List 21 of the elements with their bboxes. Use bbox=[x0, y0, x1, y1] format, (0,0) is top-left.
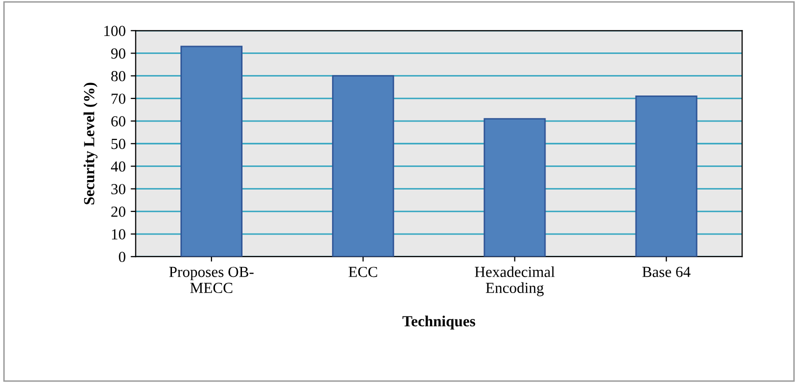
y-tick-label: 100 bbox=[104, 26, 126, 36]
y-tick-label: 80 bbox=[111, 70, 126, 82]
y-tick-label: 70 bbox=[112, 94, 126, 104]
y-tick-label: 60 bbox=[111, 116, 126, 126]
y-tick-label: 30 bbox=[111, 184, 126, 194]
y-tick-label: 0 bbox=[118, 252, 126, 262]
bar bbox=[484, 118, 546, 257]
y-tick-label: 90 bbox=[111, 48, 126, 59]
x-tick-label: Proposes OB- MECC bbox=[169, 266, 254, 294]
x-tick-label: ECC bbox=[348, 266, 378, 278]
bar bbox=[180, 46, 242, 257]
y-tick-label: 20 bbox=[111, 206, 126, 217]
y-axis-title: Security Level (%) bbox=[84, 82, 98, 204]
bar bbox=[635, 95, 698, 257]
bar bbox=[332, 75, 394, 257]
x-tick-label: Base 64 bbox=[642, 266, 690, 278]
y-tick-label: 40 bbox=[110, 161, 126, 172]
y-tick-label: 10 bbox=[112, 229, 126, 240]
x-tick-label: Hexadecimal Encoding bbox=[474, 266, 555, 296]
y-tick-label: 50 bbox=[112, 138, 126, 150]
x-axis-title: Techniques bbox=[402, 316, 476, 330]
